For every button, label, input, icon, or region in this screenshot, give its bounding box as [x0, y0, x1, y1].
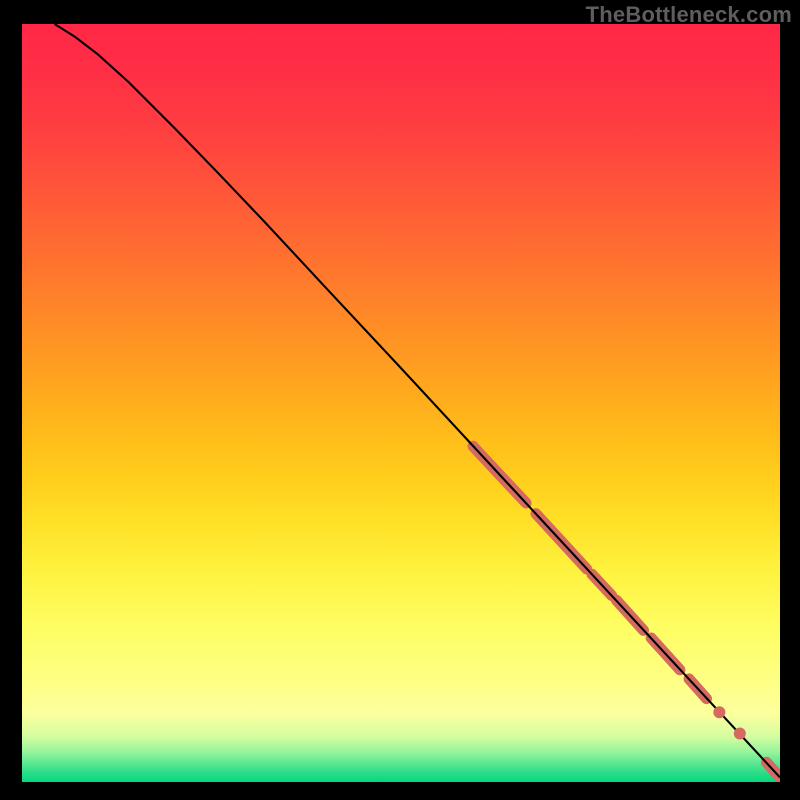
chart-background — [22, 24, 780, 782]
chart-plot — [22, 24, 780, 782]
chart-canvas: { "watermark": { "text": "TheBottleneck.… — [0, 0, 800, 800]
marker-dot — [734, 727, 746, 739]
marker-dot — [713, 706, 725, 718]
